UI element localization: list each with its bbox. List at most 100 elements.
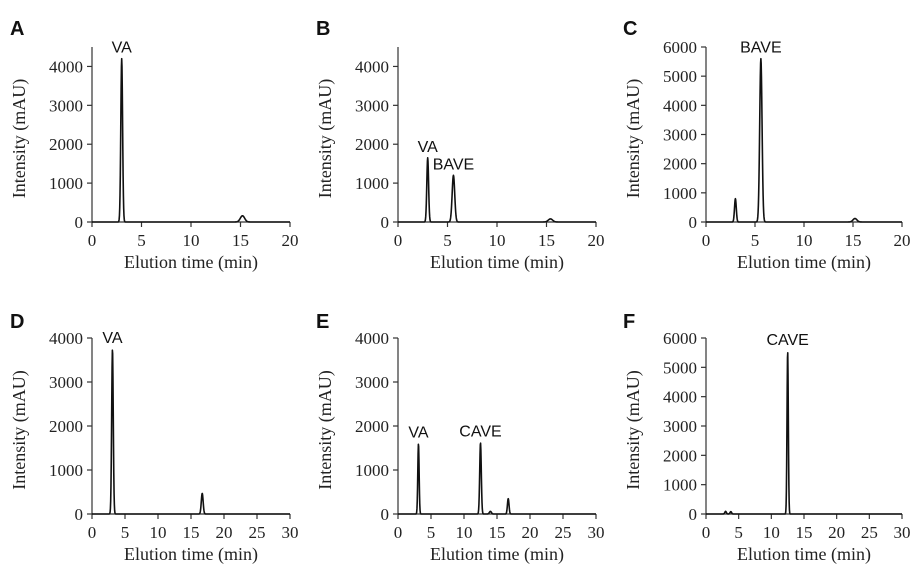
x-tick-label: 15: [845, 231, 862, 250]
y-tick-label: 3000: [663, 126, 697, 145]
panel-f: F 0 1000 2000 3000 4000 5000 6000 0 5 10 15 20 25 30 El…: [623, 311, 911, 565]
y-tick-label: 2000: [355, 135, 389, 154]
x-axis-label: Elution time (min): [124, 544, 258, 565]
x-tick-label: 5: [751, 231, 760, 250]
chromatogram-trace: [397, 442, 597, 515]
x-tick-label: 0: [394, 231, 403, 250]
x-tick-label: 5: [443, 231, 452, 250]
y-tick-label: 3000: [355, 96, 389, 115]
chromatogram-trace: [91, 57, 291, 223]
x-tick-label: 10: [763, 523, 780, 542]
y-axis-label: Intensity (mAU): [623, 79, 644, 198]
x-tick-label: 0: [702, 231, 711, 250]
peak-label: VA: [112, 40, 132, 57]
y-tick-label: 4000: [49, 329, 83, 348]
x-tick-label: 25: [249, 523, 266, 542]
x-tick-label: 5: [137, 231, 146, 250]
panel-letter: F: [623, 311, 635, 333]
chromatogram-trace: [91, 349, 291, 515]
x-tick-label: 15: [489, 523, 506, 542]
y-tick-label: 1000: [663, 476, 697, 495]
y-tick-label: 2000: [49, 417, 83, 436]
x-tick-label: 20: [894, 231, 911, 250]
panel-c: C 0 1000 2000 3000 4000 5000 6000 0 5 10 15 20 Elutio…: [623, 18, 911, 273]
y-tick-label: 2000: [355, 417, 389, 436]
peak-label: CAVE: [459, 424, 501, 441]
y-tick-label: 3000: [663, 417, 697, 436]
peak-label: CAVE: [766, 332, 808, 349]
x-tick-label: 5: [734, 523, 743, 542]
x-tick-label: 0: [394, 523, 403, 542]
x-tick-label: 20: [282, 231, 299, 250]
y-tick-label: 0: [75, 505, 84, 524]
y-tick-label: 2000: [663, 155, 697, 174]
y-tick-label: 1000: [355, 461, 389, 480]
y-tick-label: 4000: [355, 57, 389, 76]
y-axis-label: Intensity (mAU): [9, 79, 30, 198]
x-tick-label: 0: [88, 231, 97, 250]
y-tick-label: 5000: [663, 358, 697, 377]
x-tick-label: 0: [88, 523, 97, 542]
panel-d: D 0 1000 2000 3000 4000 0 5 10 15 20 25 30 Elution ti…: [9, 311, 299, 565]
y-tick-label: 3000: [355, 373, 389, 392]
y-tick-label: 0: [689, 213, 698, 232]
x-tick-label: 30: [282, 523, 299, 542]
panel-letter: C: [623, 18, 637, 40]
y-axis-label: Intensity (mAU): [315, 79, 336, 198]
x-tick-label: 15: [232, 231, 249, 250]
y-axis-label: Intensity (mAU): [9, 370, 30, 489]
peak-label: BAVE: [740, 40, 782, 57]
x-tick-label: 15: [796, 523, 813, 542]
y-tick-label: 1000: [663, 184, 697, 203]
x-tick-label: 10: [183, 231, 200, 250]
y-tick-label: 0: [381, 505, 390, 524]
x-tick-label: 10: [489, 231, 506, 250]
x-axis-label: Elution time (min): [737, 252, 871, 273]
panel-a: A 0 1000 2000 3000 4000 0 5 10 15 20 Elution time (…: [9, 18, 299, 273]
chromatogram-trace: [705, 57, 903, 223]
panel-letter: B: [316, 18, 330, 40]
x-tick-label: 30: [894, 523, 911, 542]
y-tick-label: 1000: [49, 174, 83, 193]
panel-e: E 0 1000 2000 3000 4000 0 5 10 15 20 25 30 Elution ti…: [315, 311, 605, 565]
x-tick-label: 10: [456, 523, 473, 542]
chromatogram-trace: [397, 157, 597, 223]
y-axis-label: Intensity (mAU): [315, 370, 336, 489]
y-axis-label: Intensity (mAU): [623, 370, 644, 489]
y-tick-label: 6000: [663, 329, 697, 348]
x-axis-label: Elution time (min): [430, 252, 564, 273]
x-tick-label: 25: [861, 523, 878, 542]
y-tick-label: 2000: [663, 446, 697, 465]
peak-label: BAVE: [433, 156, 475, 173]
x-tick-label: 25: [555, 523, 572, 542]
panel-b: B 0 1000 2000 3000 4000 0 5 10 15 20 Elution time (…: [315, 18, 605, 273]
x-tick-label: 20: [588, 231, 605, 250]
y-tick-label: 0: [381, 213, 390, 232]
x-axis-label: Elution time (min): [737, 544, 871, 565]
panel-letter: E: [316, 311, 329, 333]
x-tick-label: 20: [216, 523, 233, 542]
panel-letter: D: [10, 311, 24, 333]
x-axis-label: Elution time (min): [430, 544, 564, 565]
peak-label: VA: [418, 139, 438, 156]
y-tick-label: 1000: [355, 174, 389, 193]
peak-label: VA: [102, 330, 122, 347]
x-tick-label: 20: [828, 523, 845, 542]
x-tick-label: 10: [796, 231, 813, 250]
x-tick-label: 20: [522, 523, 539, 542]
x-tick-label: 15: [183, 523, 200, 542]
x-tick-label: 5: [121, 523, 130, 542]
y-tick-label: 4000: [663, 388, 697, 407]
y-tick-label: 2000: [49, 135, 83, 154]
x-tick-label: 0: [702, 523, 711, 542]
peak-label: VA: [408, 425, 428, 442]
chromatogram-trace: [705, 352, 903, 515]
y-tick-label: 4000: [355, 329, 389, 348]
x-axis-label: Elution time (min): [124, 252, 258, 273]
panel-letter: A: [10, 18, 24, 40]
y-tick-label: 0: [689, 505, 698, 524]
y-tick-label: 5000: [663, 67, 697, 86]
y-tick-label: 0: [75, 213, 84, 232]
x-tick-label: 30: [588, 523, 605, 542]
